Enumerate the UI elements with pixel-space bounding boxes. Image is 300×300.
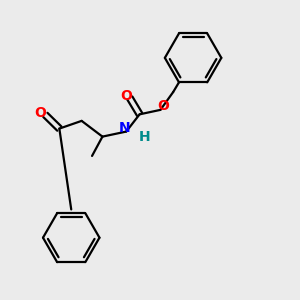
Text: O: O [157,99,169,113]
Text: N: N [118,121,130,135]
Text: H: H [139,130,150,144]
Text: O: O [121,89,133,103]
Text: O: O [34,106,46,120]
